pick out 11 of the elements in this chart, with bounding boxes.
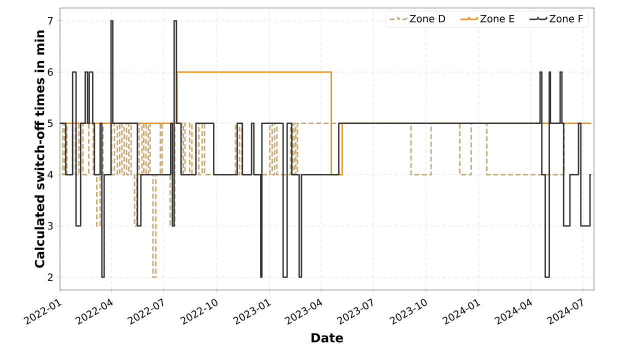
y-tick-label: 2 bbox=[48, 273, 52, 281]
y-tick-label: 3 bbox=[48, 222, 53, 230]
y-tick-label: 6 bbox=[48, 68, 53, 76]
y-tick-label: 5 bbox=[48, 120, 53, 128]
x-axis-title: Date bbox=[312, 333, 343, 342]
y-tick-label: 4 bbox=[48, 171, 53, 178]
y-axis-title: Calculated switch-off times in min bbox=[34, 30, 44, 268]
legend-label: Zone F bbox=[550, 14, 583, 22]
y-tick-label: 7 bbox=[48, 17, 53, 24]
legend-label: Zone E bbox=[480, 14, 514, 22]
legend-label: Zone D bbox=[410, 14, 446, 22]
